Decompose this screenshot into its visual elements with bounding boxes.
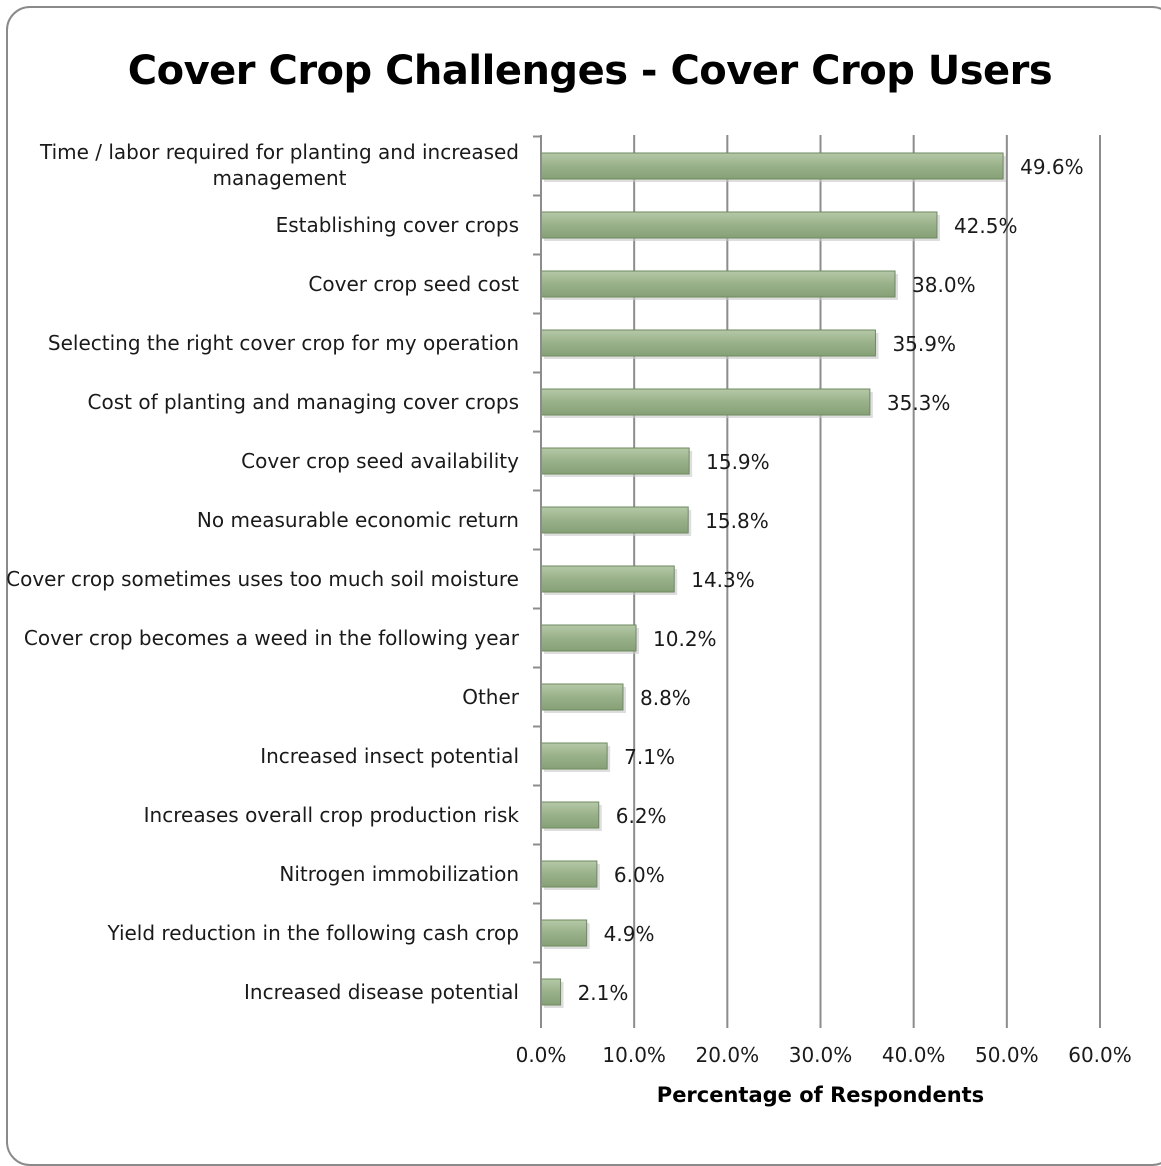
category-label: Increased insect potential [260,744,519,768]
bar [540,978,562,1006]
bar [540,565,675,593]
category-label: Cover crop becomes a weed in the followi… [24,626,520,650]
bar [540,506,689,534]
value-label: 14.3% [691,568,755,592]
value-label: 35.9% [892,332,956,356]
bar [540,270,896,298]
value-label: 8.8% [640,686,691,710]
x-tick-label: 0.0% [516,1043,567,1067]
value-label: 15.8% [705,509,769,533]
value-label: 42.5% [954,214,1018,238]
bar [540,329,876,357]
category-label: Cover crop seed cost [308,272,519,296]
x-tick-label: 40.0% [882,1043,946,1067]
category-label: Nitrogen immobilization [279,862,519,886]
category-label: Increased disease potential [244,980,519,1004]
value-label: 2.1% [578,981,629,1005]
bar [540,860,598,888]
value-label: 15.9% [706,450,770,474]
category-label: Time / labor required for planting and i… [39,140,519,190]
category-label: No measurable economic return [197,508,519,532]
bar [540,683,624,711]
category-label: Cover crop sometimes uses too much soil … [6,567,519,591]
x-tick-label: 20.0% [696,1043,760,1067]
x-tick-label: 60.0% [1068,1043,1132,1067]
value-label: 4.9% [604,922,655,946]
x-tick-label: 30.0% [789,1043,853,1067]
value-label: 6.2% [616,804,667,828]
bar [540,801,600,829]
category-label: Other [462,685,520,709]
bar [540,919,588,947]
bar [540,388,871,416]
x-axis-title: Percentage of Respondents [657,1083,984,1107]
bar [540,152,1004,180]
x-tick-label: 50.0% [975,1043,1039,1067]
category-label: Establishing cover crops [276,213,519,237]
bar [540,624,637,652]
x-tick-label: 10.0% [602,1043,666,1067]
value-label: 6.0% [614,863,665,887]
value-label: 38.0% [912,273,976,297]
category-label: Yield reduction in the following cash cr… [106,921,519,945]
category-label: Cost of planting and managing cover crop… [88,390,519,414]
value-label: 7.1% [624,745,675,769]
category-label: Cover crop seed availability [241,449,519,473]
bar [540,211,938,239]
value-label: 35.3% [887,391,951,415]
chart-title: Cover Crop Challenges - Cover Crop Users [127,48,1053,94]
bar [540,447,690,475]
bar [540,742,608,770]
category-label: Selecting the right cover crop for my op… [48,331,519,355]
value-label: 10.2% [653,627,717,651]
value-label: 49.6% [1020,155,1084,179]
category-label: Increases overall crop production risk [144,803,520,827]
